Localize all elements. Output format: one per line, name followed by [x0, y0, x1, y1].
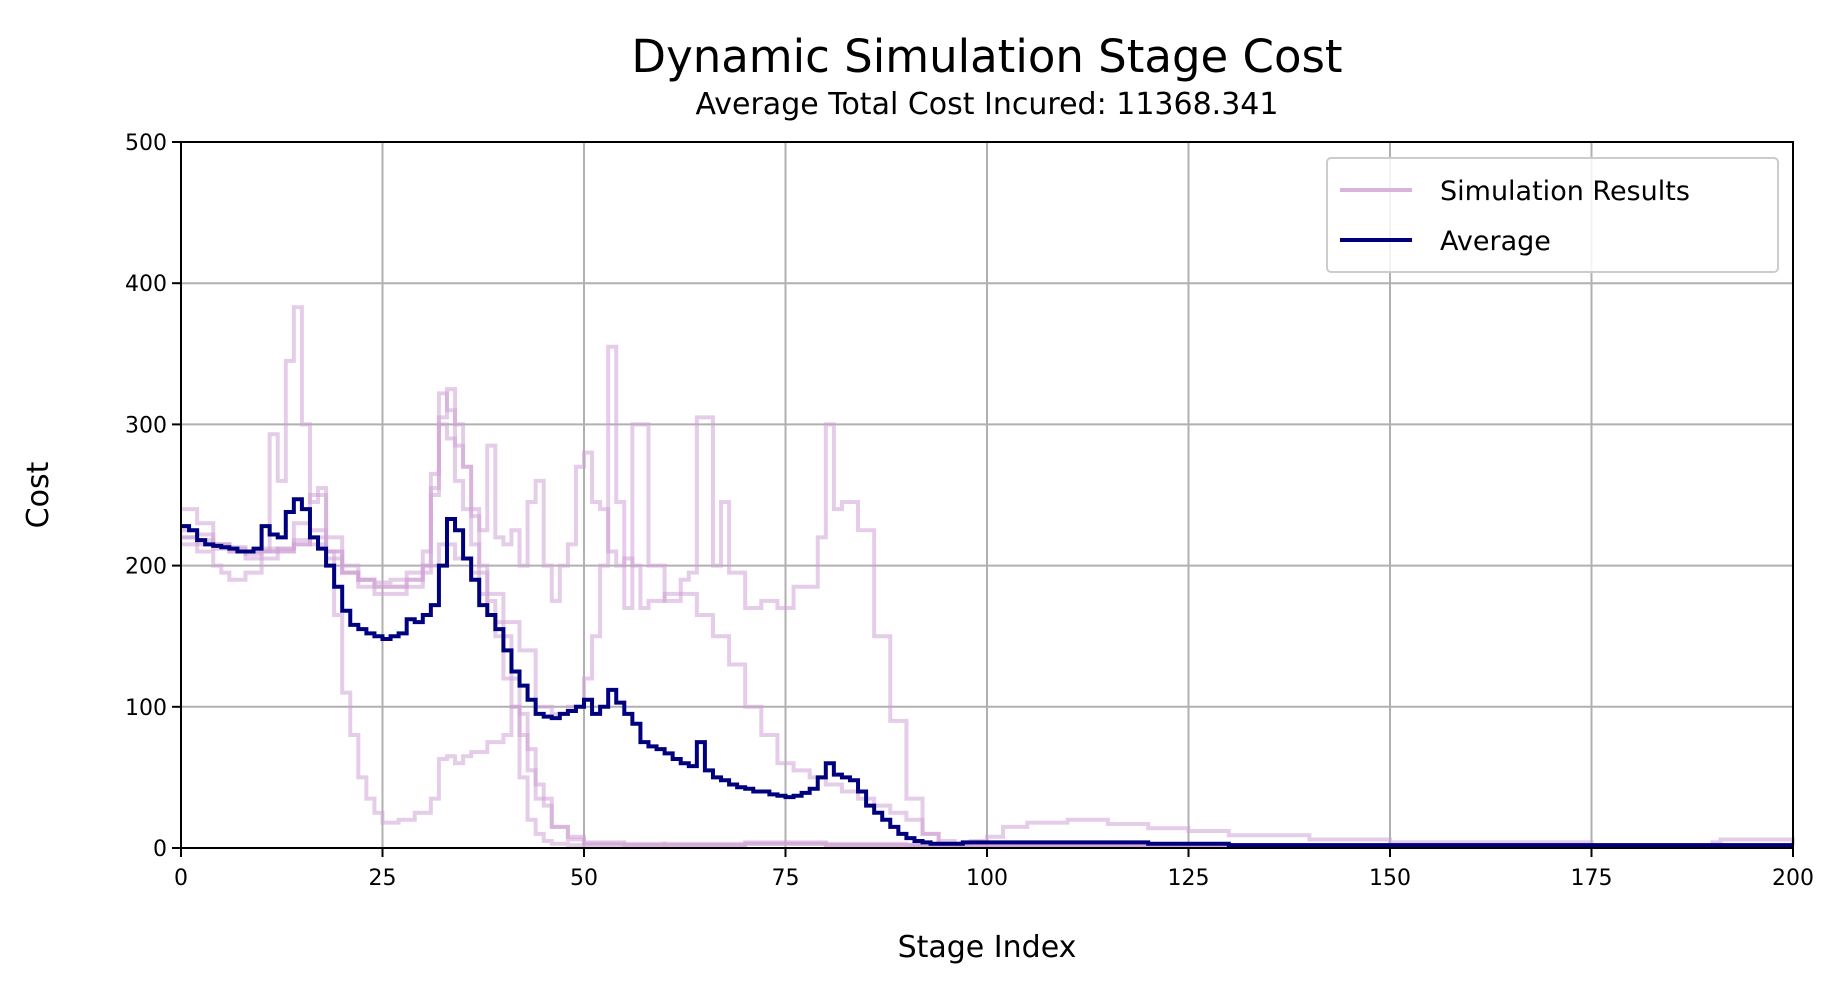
x-tick-label: 75	[772, 866, 800, 891]
y-axis-title: Cost	[21, 461, 56, 528]
series-simulation-line	[181, 344, 1795, 848]
series-simulation-line	[181, 305, 1793, 848]
series-layer	[181, 305, 1795, 848]
x-tick-label: 150	[1369, 866, 1411, 891]
x-tick-label: 200	[1772, 866, 1814, 891]
chart-title: Dynamic Simulation Stage Cost	[631, 30, 1342, 83]
chart-subtitle: Average Total Cost Incured: 11368.341	[696, 87, 1279, 122]
y-tick-label: 300	[125, 413, 167, 438]
x-tick-label: 25	[369, 866, 397, 891]
legend: Simulation Results Average	[1326, 157, 1779, 273]
y-tick-label: 200	[125, 555, 167, 580]
x-tick-label: 100	[966, 866, 1008, 891]
tick-layer: 0 25 50 75 100 125 150 175 200 0 100 200 300 400 500	[125, 131, 1814, 891]
x-tick-label: 0	[174, 866, 188, 891]
x-tick-label: 175	[1571, 866, 1613, 891]
y-tick-label: 400	[125, 272, 167, 297]
x-axis-title: Stage Index	[898, 930, 1077, 965]
y-tick-label: 0	[153, 837, 167, 862]
series-average-line	[181, 497, 1793, 848]
x-tick-label: 125	[1168, 866, 1210, 891]
x-tick-label: 50	[570, 866, 598, 891]
y-tick-label: 500	[125, 131, 167, 156]
y-tick-label: 100	[125, 696, 167, 721]
legend-box	[1326, 157, 1779, 273]
legend-label-average: Average	[1440, 226, 1551, 257]
legend-label-simulation: Simulation Results	[1440, 176, 1690, 207]
